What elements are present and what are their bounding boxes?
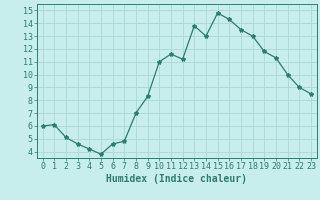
X-axis label: Humidex (Indice chaleur): Humidex (Indice chaleur) bbox=[106, 174, 247, 184]
